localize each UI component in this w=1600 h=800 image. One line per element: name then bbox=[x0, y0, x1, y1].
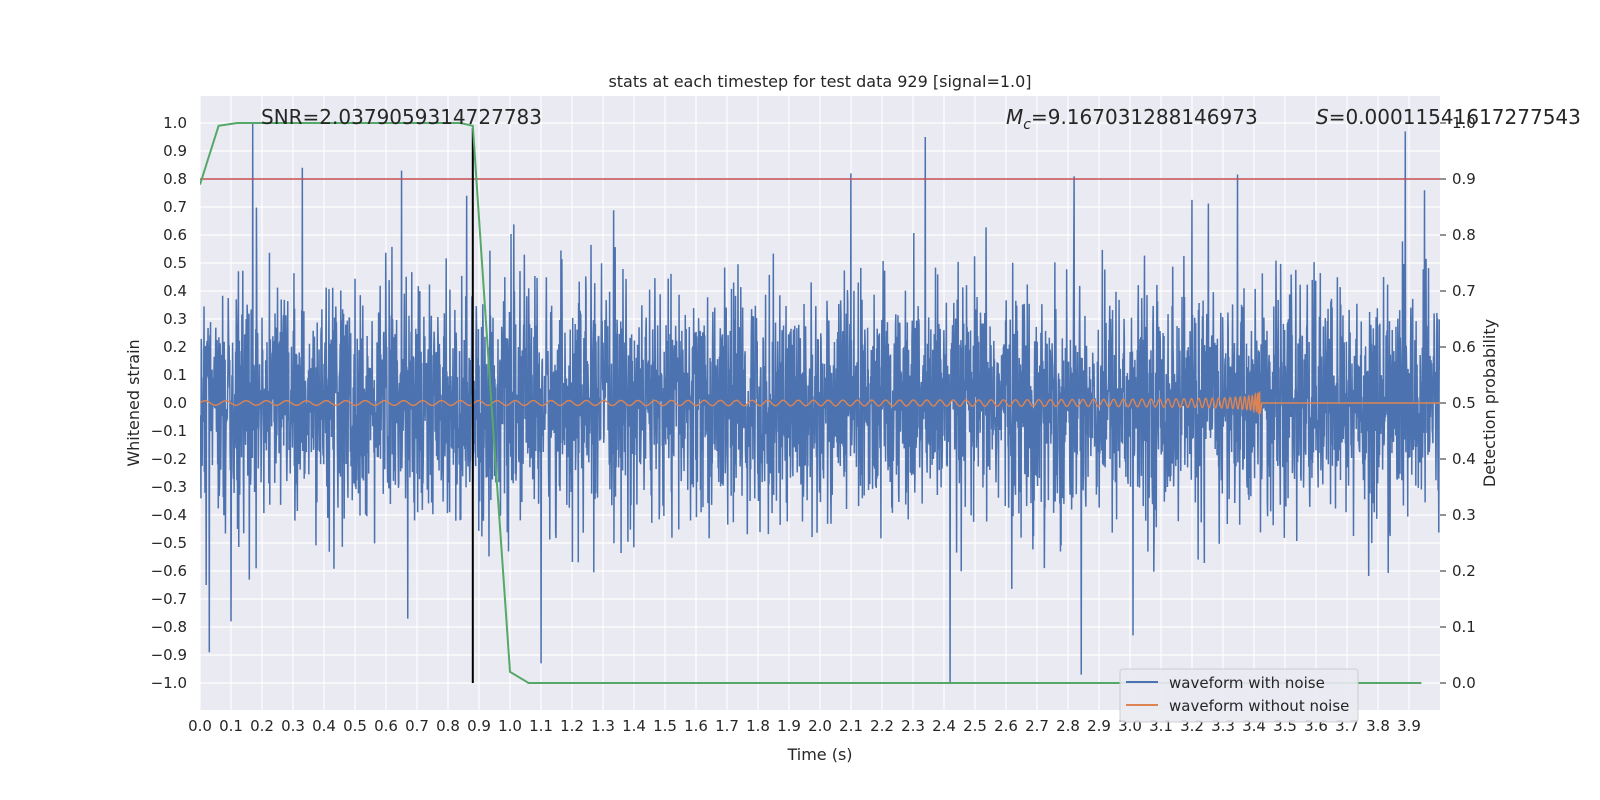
y-tick-label: −0.4 bbox=[151, 506, 187, 524]
s-value: =0.00011541617277543 bbox=[1329, 105, 1581, 129]
x-tick-label: 2.7 bbox=[1025, 717, 1049, 735]
y-tick-label: 0.3 bbox=[163, 310, 187, 328]
x-tick-label: 1.3 bbox=[591, 717, 615, 735]
legend-label-clean: waveform without noise bbox=[1169, 697, 1349, 715]
x-tick-label: 3.8 bbox=[1366, 717, 1390, 735]
x-tick-label: 1.4 bbox=[622, 717, 646, 735]
series-waveform-with-noise bbox=[200, 122, 1440, 684]
detection-probability-line bbox=[200, 122, 1422, 684]
y-tick-label: −0.8 bbox=[151, 618, 187, 636]
x-tick-label: 1.2 bbox=[560, 717, 584, 735]
y-tick-label: −0.7 bbox=[151, 590, 187, 608]
overlay-layer bbox=[200, 122, 1440, 684]
y-tick-label: 1.0 bbox=[163, 114, 187, 132]
y-tick-label: −0.9 bbox=[151, 646, 187, 664]
y-tick-label: −0.1 bbox=[151, 422, 187, 440]
x-tick-label: 0.3 bbox=[281, 717, 305, 735]
x-tick-label: 3.9 bbox=[1397, 717, 1421, 735]
x-tick-label: 2.4 bbox=[932, 717, 956, 735]
noise-line bbox=[200, 122, 1440, 684]
y-tick-label: 0.8 bbox=[163, 170, 187, 188]
x-tick-label: 2.2 bbox=[870, 717, 894, 735]
x-tick-label: 2.8 bbox=[1056, 717, 1080, 735]
y-tick-label: 0.6 bbox=[163, 226, 187, 244]
y2-tick-label: 0.6 bbox=[1452, 338, 1476, 356]
y-tick-label: 0.5 bbox=[163, 254, 187, 272]
x-tick-label: 0.0 bbox=[188, 717, 212, 735]
x-tick-label: 1.8 bbox=[746, 717, 770, 735]
y-tick-label: −0.3 bbox=[151, 478, 187, 496]
mc-value: =9.167031288146973 bbox=[1031, 105, 1258, 129]
x-tick-label: 2.1 bbox=[839, 717, 863, 735]
s-annotation: S=0.00011541617277543 bbox=[1316, 105, 1581, 129]
mc-symbol: M bbox=[1006, 105, 1023, 129]
y2-axis-label: Detection probability bbox=[1480, 319, 1499, 487]
y2-tick-label: 0.4 bbox=[1452, 450, 1476, 468]
x-tick-label: 0.8 bbox=[436, 717, 460, 735]
y-tick-label: 0.2 bbox=[163, 338, 187, 356]
y2-tick-label: 0.9 bbox=[1452, 170, 1476, 188]
x-tick-label: 1.9 bbox=[777, 717, 801, 735]
x-tick-label: 0.5 bbox=[343, 717, 367, 735]
legend-box bbox=[1119, 668, 1359, 723]
x-tick-label: 2.0 bbox=[808, 717, 832, 735]
x-tick-label: 1.1 bbox=[529, 717, 553, 735]
x-tick-label: 0.9 bbox=[467, 717, 491, 735]
y-tick-label: −0.2 bbox=[151, 450, 187, 468]
x-tick-label: 1.0 bbox=[498, 717, 522, 735]
x-tick-label: 0.6 bbox=[374, 717, 398, 735]
y2-tick-label: 0.7 bbox=[1452, 282, 1476, 300]
x-tick-label: 2.5 bbox=[963, 717, 987, 735]
snr-annotation: SNR=2.0379059314727783 bbox=[261, 105, 542, 129]
y-tick-label: 0.1 bbox=[163, 366, 187, 384]
x-tick-label: 1.6 bbox=[684, 717, 708, 735]
x-tick-label: 0.1 bbox=[219, 717, 243, 735]
y2-tick-label: 0.1 bbox=[1452, 618, 1476, 636]
y2-tick-label: 0.8 bbox=[1452, 226, 1476, 244]
y-tick-label: 0.7 bbox=[163, 198, 187, 216]
y2-tick-label: 0.3 bbox=[1452, 506, 1476, 524]
x-tick-label: 2.6 bbox=[994, 717, 1018, 735]
mc-annotation: Mc=9.167031288146973 bbox=[1006, 105, 1258, 133]
x-tick-label: 1.5 bbox=[653, 717, 677, 735]
chart-title: stats at each timestep for test data 929… bbox=[608, 72, 1031, 91]
legend: waveform with noise waveform without noi… bbox=[1119, 668, 1359, 723]
y2-tick-label: 1.0 bbox=[1452, 114, 1476, 132]
y2-tick-label: 0.2 bbox=[1452, 562, 1476, 580]
chirp-line bbox=[200, 391, 1440, 415]
y-tick-label: 0.4 bbox=[163, 282, 187, 300]
y-axis-label: Whitened strain bbox=[124, 339, 143, 466]
legend-label-noise: waveform with noise bbox=[1169, 674, 1325, 692]
x-tick-label: 2.9 bbox=[1087, 717, 1111, 735]
s-symbol: S bbox=[1316, 105, 1329, 129]
x-tick-label: 0.7 bbox=[405, 717, 429, 735]
series-waveform-without-noise bbox=[200, 391, 1440, 415]
x-tick-label: 0.4 bbox=[312, 717, 336, 735]
x-tick-label: 0.2 bbox=[250, 717, 274, 735]
mc-subscript: c bbox=[1023, 117, 1031, 133]
y2-tick-label: 0.5 bbox=[1452, 394, 1476, 412]
x-tick-label: 1.7 bbox=[715, 717, 739, 735]
y-tick-label: 0.0 bbox=[163, 394, 187, 412]
y2-tick-label: 0.0 bbox=[1452, 674, 1476, 692]
y-tick-label: 0.9 bbox=[163, 142, 187, 160]
y-tick-label: −0.6 bbox=[151, 562, 187, 580]
x-tick-label: 2.3 bbox=[901, 717, 925, 735]
x-axis-label: Time (s) bbox=[786, 745, 852, 764]
y-tick-label: −1.0 bbox=[151, 674, 187, 692]
y-tick-label: −0.5 bbox=[151, 534, 187, 552]
